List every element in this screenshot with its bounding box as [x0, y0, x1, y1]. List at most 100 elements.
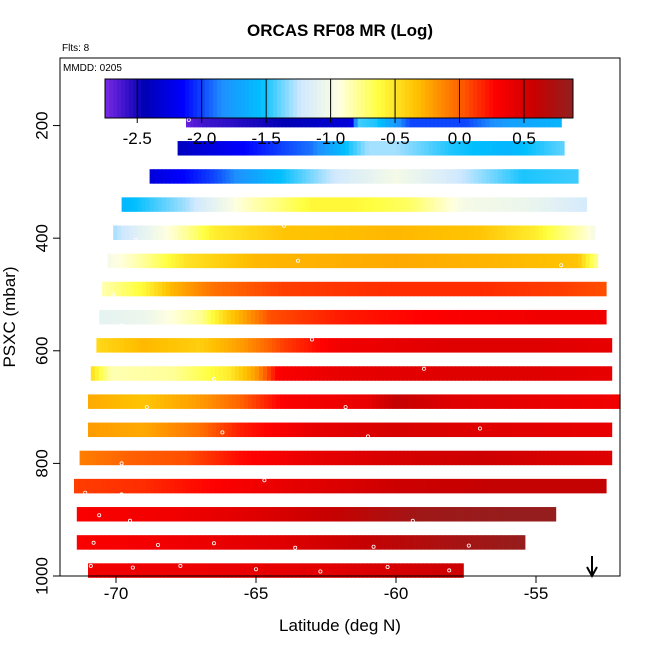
- heatmap-cell: [256, 507, 261, 522]
- heatmap-cell: [550, 309, 555, 325]
- heatmap-cell: [204, 507, 210, 522]
- heatmap-cell: [490, 309, 495, 325]
- colorbar-swatch: [221, 79, 226, 118]
- heatmap-cell: [536, 394, 541, 409]
- heatmap-cell: [439, 450, 445, 466]
- heatmap-cell: [326, 478, 331, 494]
- heatmap-cell: [123, 450, 129, 466]
- colorbar-swatch: [257, 79, 262, 118]
- heatmap-cell: [574, 281, 579, 297]
- heatmap-cell: [183, 563, 189, 578]
- heatmap-cell: [470, 309, 475, 325]
- heatmap-cell: [490, 281, 495, 297]
- heatmap-cell: [156, 507, 162, 522]
- heatmap-cell: [362, 253, 368, 269]
- heatmap-cell: [539, 422, 545, 438]
- heatmap-cell: [217, 112, 223, 128]
- heatmap-cell: [207, 450, 213, 466]
- heatmap-cell: [119, 422, 125, 438]
- heatmap-cell: [428, 535, 434, 550]
- heatmap-cell: [439, 563, 444, 578]
- heatmap-cell: [203, 253, 208, 269]
- heatmap-cell: [198, 281, 203, 297]
- heatmap-cell: [602, 281, 607, 297]
- heatmap-cell: [201, 197, 207, 212]
- heatmap-cell: [152, 507, 158, 522]
- heatmap-cell: [175, 253, 180, 269]
- heatmap-cell: [132, 535, 138, 550]
- sample-point: [435, 240, 440, 245]
- heatmap-cell: [368, 535, 374, 550]
- heatmap-cell: [492, 535, 498, 550]
- heatmap-cell: [271, 366, 276, 381]
- heatmap-cell: [445, 112, 451, 128]
- heatmap-cell: [365, 169, 371, 184]
- colorbar-swatch: [553, 79, 558, 118]
- heatmap-cell: [429, 112, 435, 128]
- heatmap-cell: [148, 394, 153, 409]
- heatmap-cell: [290, 281, 295, 297]
- heatmap-cell: [448, 141, 454, 156]
- heatmap-cell: [319, 450, 325, 466]
- heatmap-cell: [179, 450, 185, 466]
- heatmap-cell: [354, 478, 359, 494]
- heatmap-cell: [144, 394, 149, 409]
- heatmap-cell: [232, 535, 238, 550]
- heatmap-cell: [574, 309, 579, 325]
- heatmap-cell: [146, 366, 152, 381]
- heatmap-cell: [321, 197, 327, 212]
- colorbar-swatch: [149, 79, 154, 118]
- heatmap-cell: [437, 112, 443, 128]
- heatmap-cell: [525, 112, 530, 128]
- heatmap-cell: [281, 197, 287, 212]
- heatmap-cell: [303, 450, 309, 466]
- heatmap-cell: [189, 225, 195, 240]
- heatmap-cell: [240, 507, 245, 522]
- heatmap-cell: [202, 366, 208, 381]
- heatmap-cell: [355, 366, 360, 381]
- heatmap-cell: [320, 338, 325, 353]
- heatmap-cell: [604, 394, 609, 409]
- heatmap-cell: [478, 225, 484, 240]
- heatmap-cell: [125, 225, 130, 240]
- heatmap-cell: [176, 338, 181, 353]
- heatmap-cell: [334, 309, 340, 325]
- heatmap-cell: [269, 112, 275, 128]
- heatmap-cell: [298, 253, 304, 269]
- heatmap-cell: [430, 253, 435, 269]
- heatmap-cell: [427, 338, 433, 353]
- heatmap-cell: [297, 112, 303, 128]
- heatmap-cell: [450, 309, 455, 325]
- heatmap-cell: [322, 478, 327, 494]
- heatmap-cell: [267, 366, 272, 381]
- heatmap-cell: [415, 563, 420, 578]
- heatmap-cell: [402, 281, 407, 297]
- heatmap-cell: [225, 169, 231, 184]
- heatmap-cell: [247, 422, 253, 438]
- colorbar-swatch: [117, 79, 122, 118]
- heatmap-cell: [336, 141, 342, 156]
- heatmap-cell: [98, 478, 103, 494]
- heatmap-cell: [122, 281, 127, 297]
- heatmap-cell: [191, 450, 197, 466]
- heatmap-cell: [343, 450, 349, 466]
- heatmap-cell: [406, 225, 411, 240]
- heatmap-cell: [99, 422, 105, 438]
- heatmap-cell: [96, 535, 102, 550]
- heatmap-cell: [136, 338, 141, 353]
- heatmap-cell: [144, 507, 150, 522]
- heatmap-cell: [555, 366, 561, 381]
- heatmap-cell: [550, 197, 555, 212]
- heatmap-cell: [391, 366, 396, 381]
- heatmap-cell: [279, 366, 284, 381]
- heatmap-cell: [356, 535, 362, 550]
- heatmap-cell: [355, 422, 361, 438]
- heatmap-cell: [315, 450, 321, 466]
- heatmap-cell: [362, 281, 367, 297]
- heatmap-cell: [332, 507, 337, 522]
- heatmap-cell: [332, 141, 338, 156]
- heatmap-cell: [217, 225, 223, 240]
- heatmap-cell: [270, 281, 275, 297]
- heatmap-cell: [147, 450, 153, 466]
- heatmap-cell: [278, 309, 284, 325]
